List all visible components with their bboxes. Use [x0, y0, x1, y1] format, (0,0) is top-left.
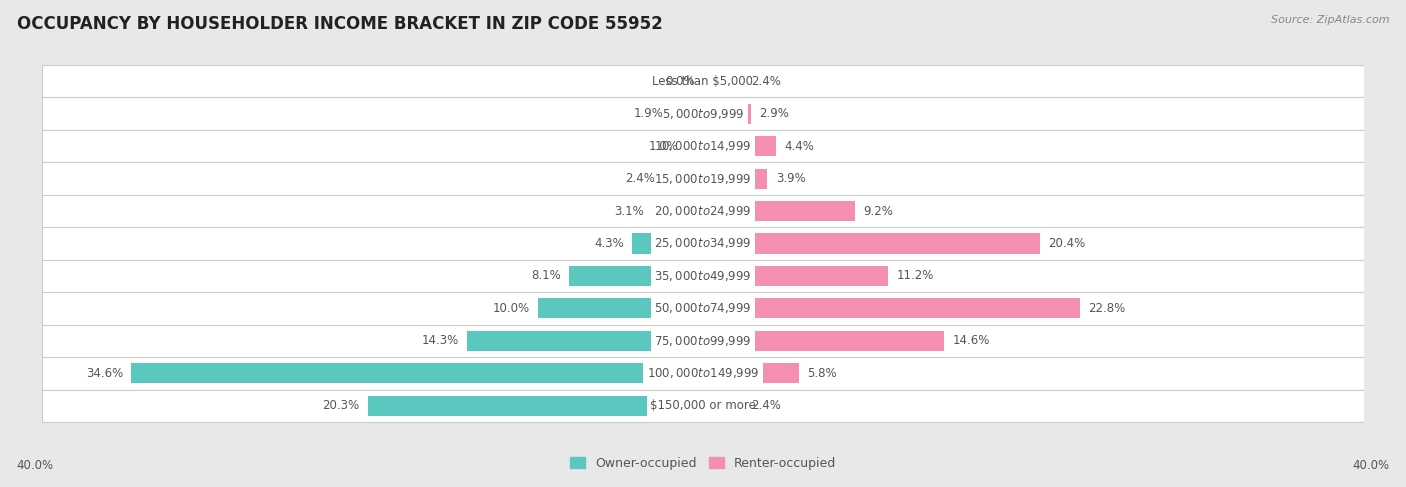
FancyBboxPatch shape: [42, 65, 1364, 97]
Legend: Owner-occupied, Renter-occupied: Owner-occupied, Renter-occupied: [565, 452, 841, 475]
Bar: [131, 363, 703, 383]
Bar: [703, 299, 1080, 318]
Bar: [631, 233, 703, 254]
Text: 4.4%: 4.4%: [785, 140, 814, 152]
Bar: [367, 396, 703, 416]
FancyBboxPatch shape: [42, 130, 1364, 162]
Text: 34.6%: 34.6%: [86, 367, 124, 380]
Text: 20.3%: 20.3%: [322, 399, 360, 412]
Text: Less than $5,000: Less than $5,000: [652, 75, 754, 88]
Text: 1.0%: 1.0%: [648, 140, 678, 152]
Text: 3.1%: 3.1%: [614, 205, 644, 218]
Text: 8.1%: 8.1%: [531, 269, 561, 282]
FancyBboxPatch shape: [42, 260, 1364, 292]
Bar: [569, 266, 703, 286]
FancyBboxPatch shape: [42, 162, 1364, 195]
Text: $100,000 to $149,999: $100,000 to $149,999: [647, 366, 759, 380]
FancyBboxPatch shape: [42, 357, 1364, 390]
Text: 40.0%: 40.0%: [1353, 459, 1389, 472]
Bar: [703, 363, 799, 383]
Text: $5,000 to $9,999: $5,000 to $9,999: [662, 107, 744, 121]
Text: 0.0%: 0.0%: [665, 75, 695, 88]
Text: 4.3%: 4.3%: [593, 237, 624, 250]
Text: 2.4%: 2.4%: [751, 75, 780, 88]
Text: $15,000 to $19,999: $15,000 to $19,999: [654, 171, 752, 186]
Text: 14.6%: 14.6%: [952, 335, 990, 347]
Bar: [672, 104, 703, 124]
Text: $75,000 to $99,999: $75,000 to $99,999: [654, 334, 752, 348]
FancyBboxPatch shape: [42, 292, 1364, 325]
FancyBboxPatch shape: [42, 390, 1364, 422]
Text: 2.4%: 2.4%: [751, 399, 780, 412]
Text: $150,000 or more: $150,000 or more: [650, 399, 756, 412]
Bar: [537, 299, 703, 318]
Bar: [467, 331, 703, 351]
Bar: [703, 201, 855, 221]
Text: 20.4%: 20.4%: [1049, 237, 1085, 250]
Bar: [703, 136, 776, 156]
Text: 5.8%: 5.8%: [807, 367, 837, 380]
Bar: [703, 104, 751, 124]
Text: OCCUPANCY BY HOUSEHOLDER INCOME BRACKET IN ZIP CODE 55952: OCCUPANCY BY HOUSEHOLDER INCOME BRACKET …: [17, 15, 662, 33]
Text: $20,000 to $24,999: $20,000 to $24,999: [654, 204, 752, 218]
Bar: [703, 266, 889, 286]
Text: 9.2%: 9.2%: [863, 205, 893, 218]
Bar: [703, 71, 742, 91]
Text: $25,000 to $34,999: $25,000 to $34,999: [654, 237, 752, 250]
Text: 1.9%: 1.9%: [634, 107, 664, 120]
Bar: [703, 169, 768, 188]
FancyBboxPatch shape: [42, 227, 1364, 260]
Bar: [703, 396, 742, 416]
FancyBboxPatch shape: [42, 195, 1364, 227]
Text: 40.0%: 40.0%: [17, 459, 53, 472]
Text: 22.8%: 22.8%: [1088, 302, 1125, 315]
Bar: [686, 136, 703, 156]
Text: $10,000 to $14,999: $10,000 to $14,999: [654, 139, 752, 153]
FancyBboxPatch shape: [42, 97, 1364, 130]
Text: $35,000 to $49,999: $35,000 to $49,999: [654, 269, 752, 283]
Bar: [703, 331, 945, 351]
Text: $50,000 to $74,999: $50,000 to $74,999: [654, 301, 752, 316]
Text: Source: ZipAtlas.com: Source: ZipAtlas.com: [1271, 15, 1389, 25]
Text: 11.2%: 11.2%: [896, 269, 934, 282]
Text: 14.3%: 14.3%: [422, 335, 458, 347]
FancyBboxPatch shape: [42, 325, 1364, 357]
Text: 2.9%: 2.9%: [759, 107, 789, 120]
Bar: [652, 201, 703, 221]
Bar: [703, 233, 1040, 254]
Text: 10.0%: 10.0%: [492, 302, 530, 315]
Bar: [664, 169, 703, 188]
Text: 3.9%: 3.9%: [776, 172, 806, 185]
Text: 2.4%: 2.4%: [626, 172, 655, 185]
